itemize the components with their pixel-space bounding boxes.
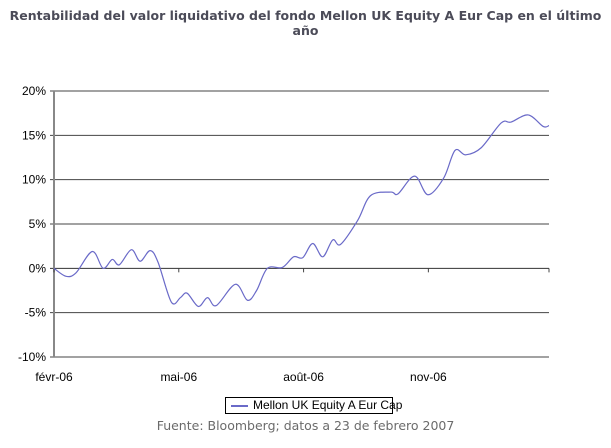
x-tick-label: août-06 <box>283 370 324 384</box>
chart-legend: Mellon UK Equity A Eur Cap <box>225 397 402 414</box>
y-tick-label: 10% <box>22 173 46 187</box>
x-tick-label: févr-06 <box>35 370 73 384</box>
y-tick-label: -5% <box>25 306 47 320</box>
source-footnote: Fuente: Bloomberg; datos a 23 de febrero… <box>156 418 455 433</box>
chart-title: Rentabilidad del valor liquidativo del f… <box>9 8 602 38</box>
y-tick-label: -10% <box>18 350 46 364</box>
legend-label: Mellon UK Equity A Eur Cap <box>253 398 403 412</box>
y-tick-label: 20% <box>22 84 46 98</box>
y-tick-label: 15% <box>22 128 46 142</box>
x-tick-label: nov-06 <box>410 370 447 384</box>
y-tick-label: 0% <box>29 261 47 275</box>
x-tick-label: mai-06 <box>160 370 197 384</box>
legend-swatch <box>231 405 248 407</box>
series-line <box>53 114 550 308</box>
y-tick-label: 5% <box>29 217 47 231</box>
